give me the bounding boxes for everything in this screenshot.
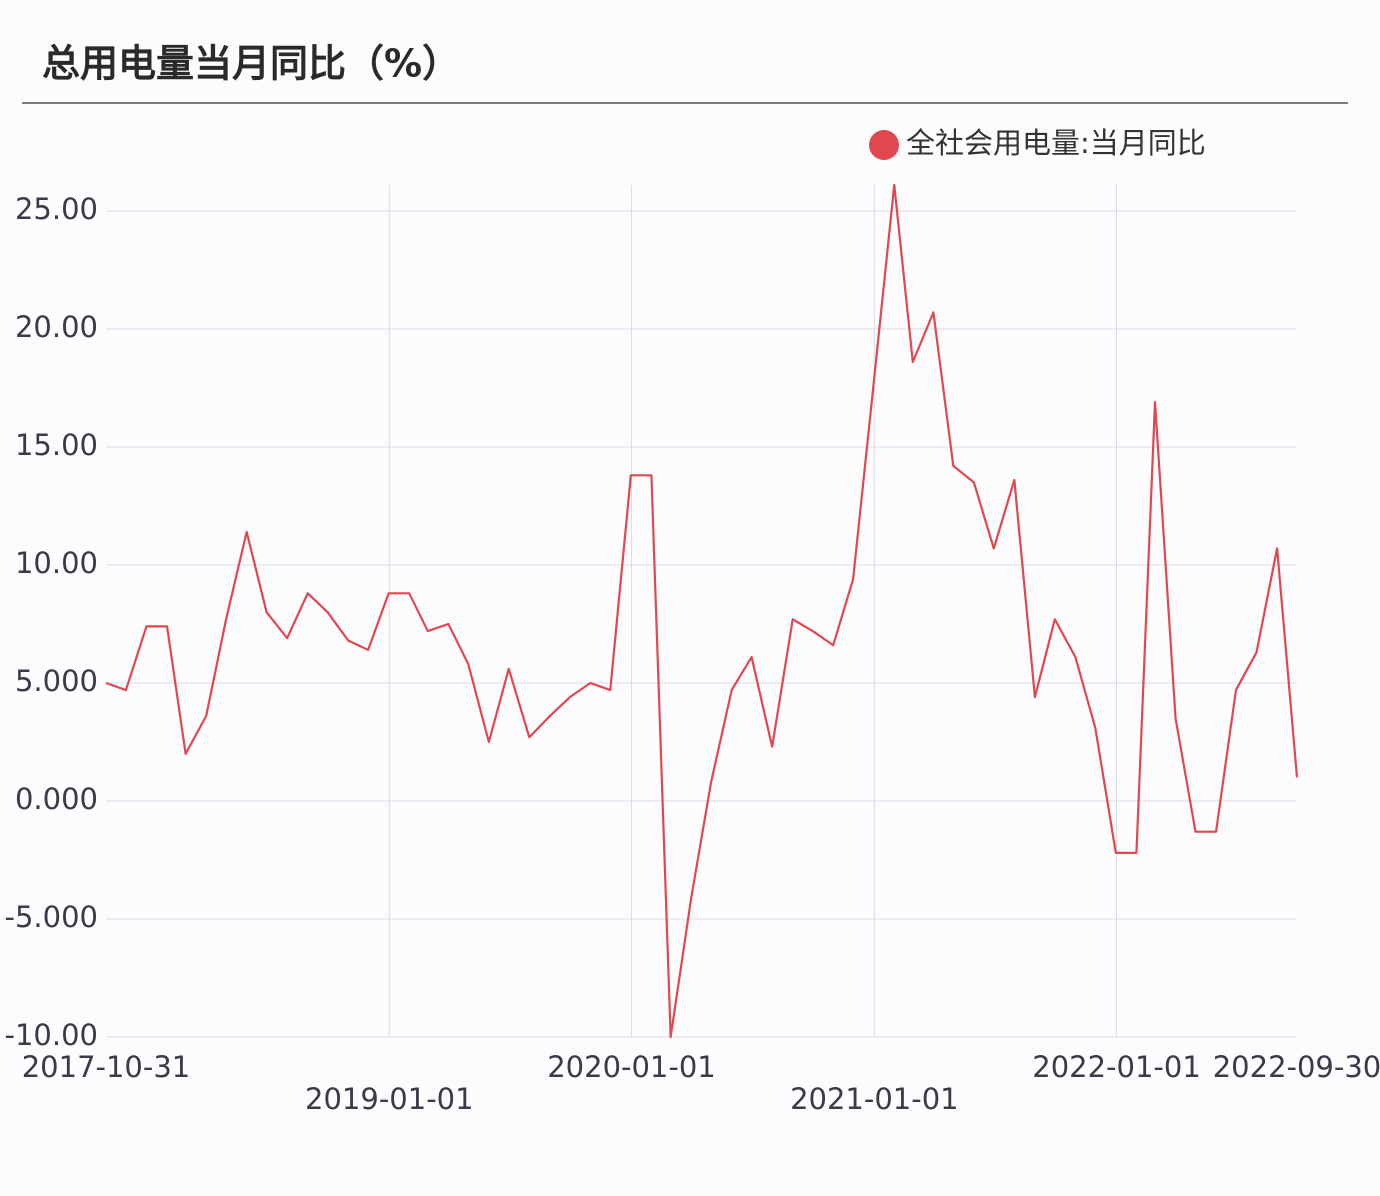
x-tick-label: 2022-09-30 — [1213, 1050, 1380, 1084]
y-tick-label: 15.00 — [15, 428, 98, 462]
y-tick-label: 25.00 — [15, 192, 98, 226]
y-tick-label: -10.00 — [5, 1018, 99, 1052]
data-line — [105, 183, 1299, 1039]
x-tick-label: 2020-01-01 — [547, 1050, 716, 1084]
legend-label: 全社会用电量:当月同比 — [906, 126, 1206, 160]
legend-marker — [869, 130, 899, 160]
y-tick-label: -5.000 — [5, 900, 99, 934]
y-tick-label: 20.00 — [15, 310, 98, 344]
x-tick-label: 2017-10-31 — [22, 1050, 191, 1084]
y-tick-label: 0.000 — [15, 782, 98, 816]
y-tick-label: 5.000 — [15, 664, 98, 698]
y-tick-label: 10.00 — [15, 546, 98, 580]
x-tick-label: 2021-01-01 — [790, 1082, 959, 1116]
x-tick-label: 2019-01-01 — [305, 1082, 474, 1116]
x-tick-label: 2022-01-01 — [1032, 1050, 1201, 1084]
chart-title: 总用电量当月同比（%） — [42, 42, 460, 86]
